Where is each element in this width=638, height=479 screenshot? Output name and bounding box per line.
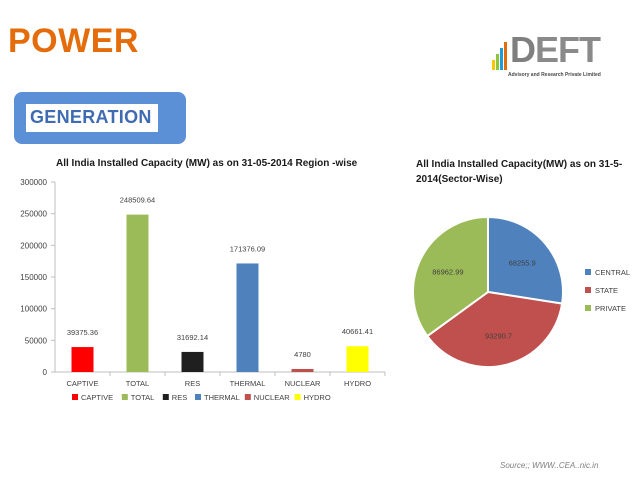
- legend-swatch: [72, 394, 78, 400]
- bar-captive: [71, 347, 94, 372]
- pie-legend-label: CENTRAL: [595, 268, 630, 277]
- pie-legend-swatch: [585, 305, 591, 311]
- pie-slice-state: [425, 290, 564, 368]
- legend-label: RES: [172, 393, 187, 402]
- bar-value-label: 39375.36: [67, 328, 98, 337]
- x-tick-label: NUCLEAR: [285, 379, 321, 388]
- x-tick-label: TOTAL: [126, 379, 149, 388]
- bar-hydro: [346, 346, 369, 372]
- bar-res: [181, 351, 204, 372]
- pie-value-label: 68255.9: [509, 259, 536, 268]
- bar-value-label: 171376.09: [230, 244, 265, 253]
- y-tick-label: 0: [43, 368, 48, 377]
- legend-swatch: [121, 394, 128, 400]
- pie-legend-swatch: [585, 269, 591, 275]
- deft-logo: DEFT Advisory and Research Private Limit…: [488, 30, 606, 82]
- pie-chart-title: All India Installed Capacity(MW) as on 3…: [416, 159, 623, 185]
- bar-value-label: 31692.14: [177, 333, 208, 342]
- logo-wordmark: DEFT: [510, 29, 601, 70]
- bar-thermal: [236, 263, 259, 372]
- page-title: POWER: [8, 22, 139, 60]
- bar-chart-title: All India Installed Capacity (MW) as on …: [56, 158, 358, 169]
- bar-total: [126, 214, 149, 372]
- pie-legend-label: PRIVATE: [595, 304, 626, 313]
- y-tick-label: 300000: [20, 178, 47, 187]
- logo-tagline: Advisory and Research Private Limited: [508, 72, 601, 78]
- legend-label: HYDRO: [304, 393, 331, 402]
- legend-swatch: [195, 394, 201, 400]
- y-tick-label: 250000: [20, 210, 47, 219]
- y-tick-label: 150000: [20, 273, 47, 282]
- bar-value-label: 248509.64: [120, 196, 155, 205]
- legend-label: THERMAL: [204, 393, 240, 402]
- x-tick-label: CAPTIVE: [66, 379, 98, 388]
- bar-value-label: 4780: [294, 350, 311, 359]
- pie-legend-swatch: [585, 287, 591, 293]
- x-tick-label: THERMAL: [230, 379, 266, 388]
- y-tick-label: 100000: [20, 305, 47, 314]
- legend-swatch: [162, 394, 169, 400]
- bar-nuclear: [291, 368, 314, 372]
- bar-value-label: 40661.41: [342, 327, 373, 336]
- legend-label: NUCLEAR: [254, 393, 290, 402]
- y-tick-label: 50000: [25, 336, 48, 345]
- legend-label: CAPTIVE: [81, 393, 113, 402]
- x-tick-label: RES: [185, 379, 200, 388]
- pie-value-label: 93290.7: [485, 332, 512, 341]
- x-tick-label: HYDRO: [344, 379, 371, 388]
- legend-swatch: [244, 394, 251, 400]
- pie-legend-label: STATE: [595, 286, 618, 295]
- legend-label: TOTAL: [131, 393, 154, 402]
- source-note: Source;; WWW..CEA..nic.in: [500, 461, 599, 470]
- pie-slice-private: [412, 215, 489, 338]
- pie-slice-central: [487, 215, 564, 305]
- section-label: GENERATION: [26, 104, 158, 132]
- pie-value-label: 86962.99: [432, 268, 463, 277]
- legend-swatch: [294, 394, 301, 400]
- y-tick-label: 200000: [20, 241, 47, 250]
